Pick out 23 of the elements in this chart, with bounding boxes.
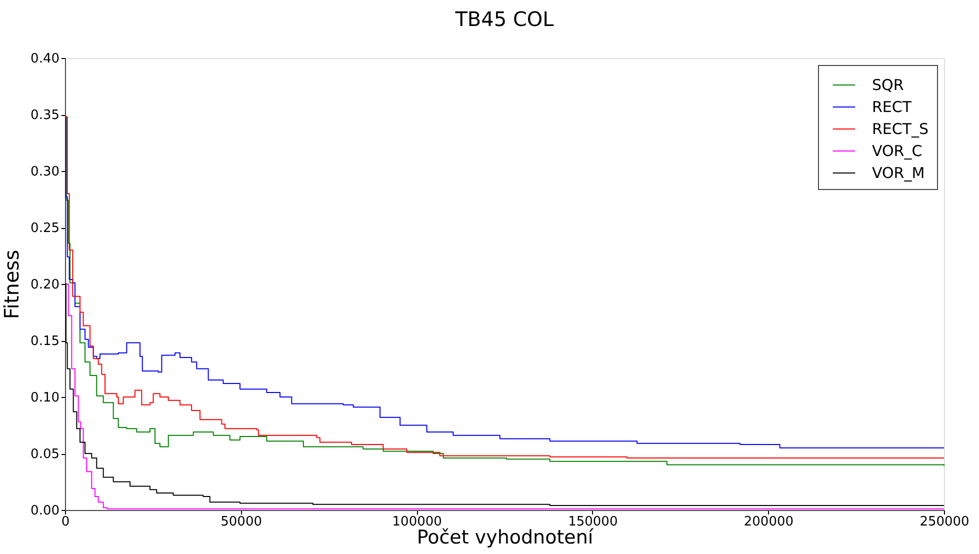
y-tick-label: 0.30 (30, 164, 60, 180)
y-tick-label: 0.35 (30, 108, 60, 123)
y-tick-label: 0.10 (30, 390, 60, 406)
legend-label: RECT (872, 98, 912, 116)
y-tick-label: 0.40 (30, 52, 60, 66)
y-tick-label: 0.00 (30, 504, 60, 518)
x-tick-label: 150000 (568, 514, 618, 530)
x-tick-label: 50000 (220, 514, 262, 530)
legend-label: VOR_M (872, 164, 925, 182)
x-tick-label: 0 (61, 514, 70, 530)
legend-label: SQR (872, 76, 904, 94)
y-tick-label: 0.25 (30, 221, 60, 236)
x-tick-label: 250000 (920, 514, 970, 530)
y-tick-label: 0.20 (30, 278, 60, 292)
legend-label: RECT_S (872, 120, 929, 138)
y-tick-label: 0.15 (30, 334, 60, 349)
chart-title: TB45 COL (454, 7, 555, 31)
x-tick-label: 100000 (392, 514, 442, 530)
x-axis-title: Počet vyhodnotení (416, 526, 594, 548)
legend-label: VOR_C (872, 142, 922, 160)
y-axis-title: Fitness (0, 250, 24, 320)
x-tick-label: 200000 (744, 514, 794, 530)
y-tick-label: 0.05 (30, 447, 60, 462)
